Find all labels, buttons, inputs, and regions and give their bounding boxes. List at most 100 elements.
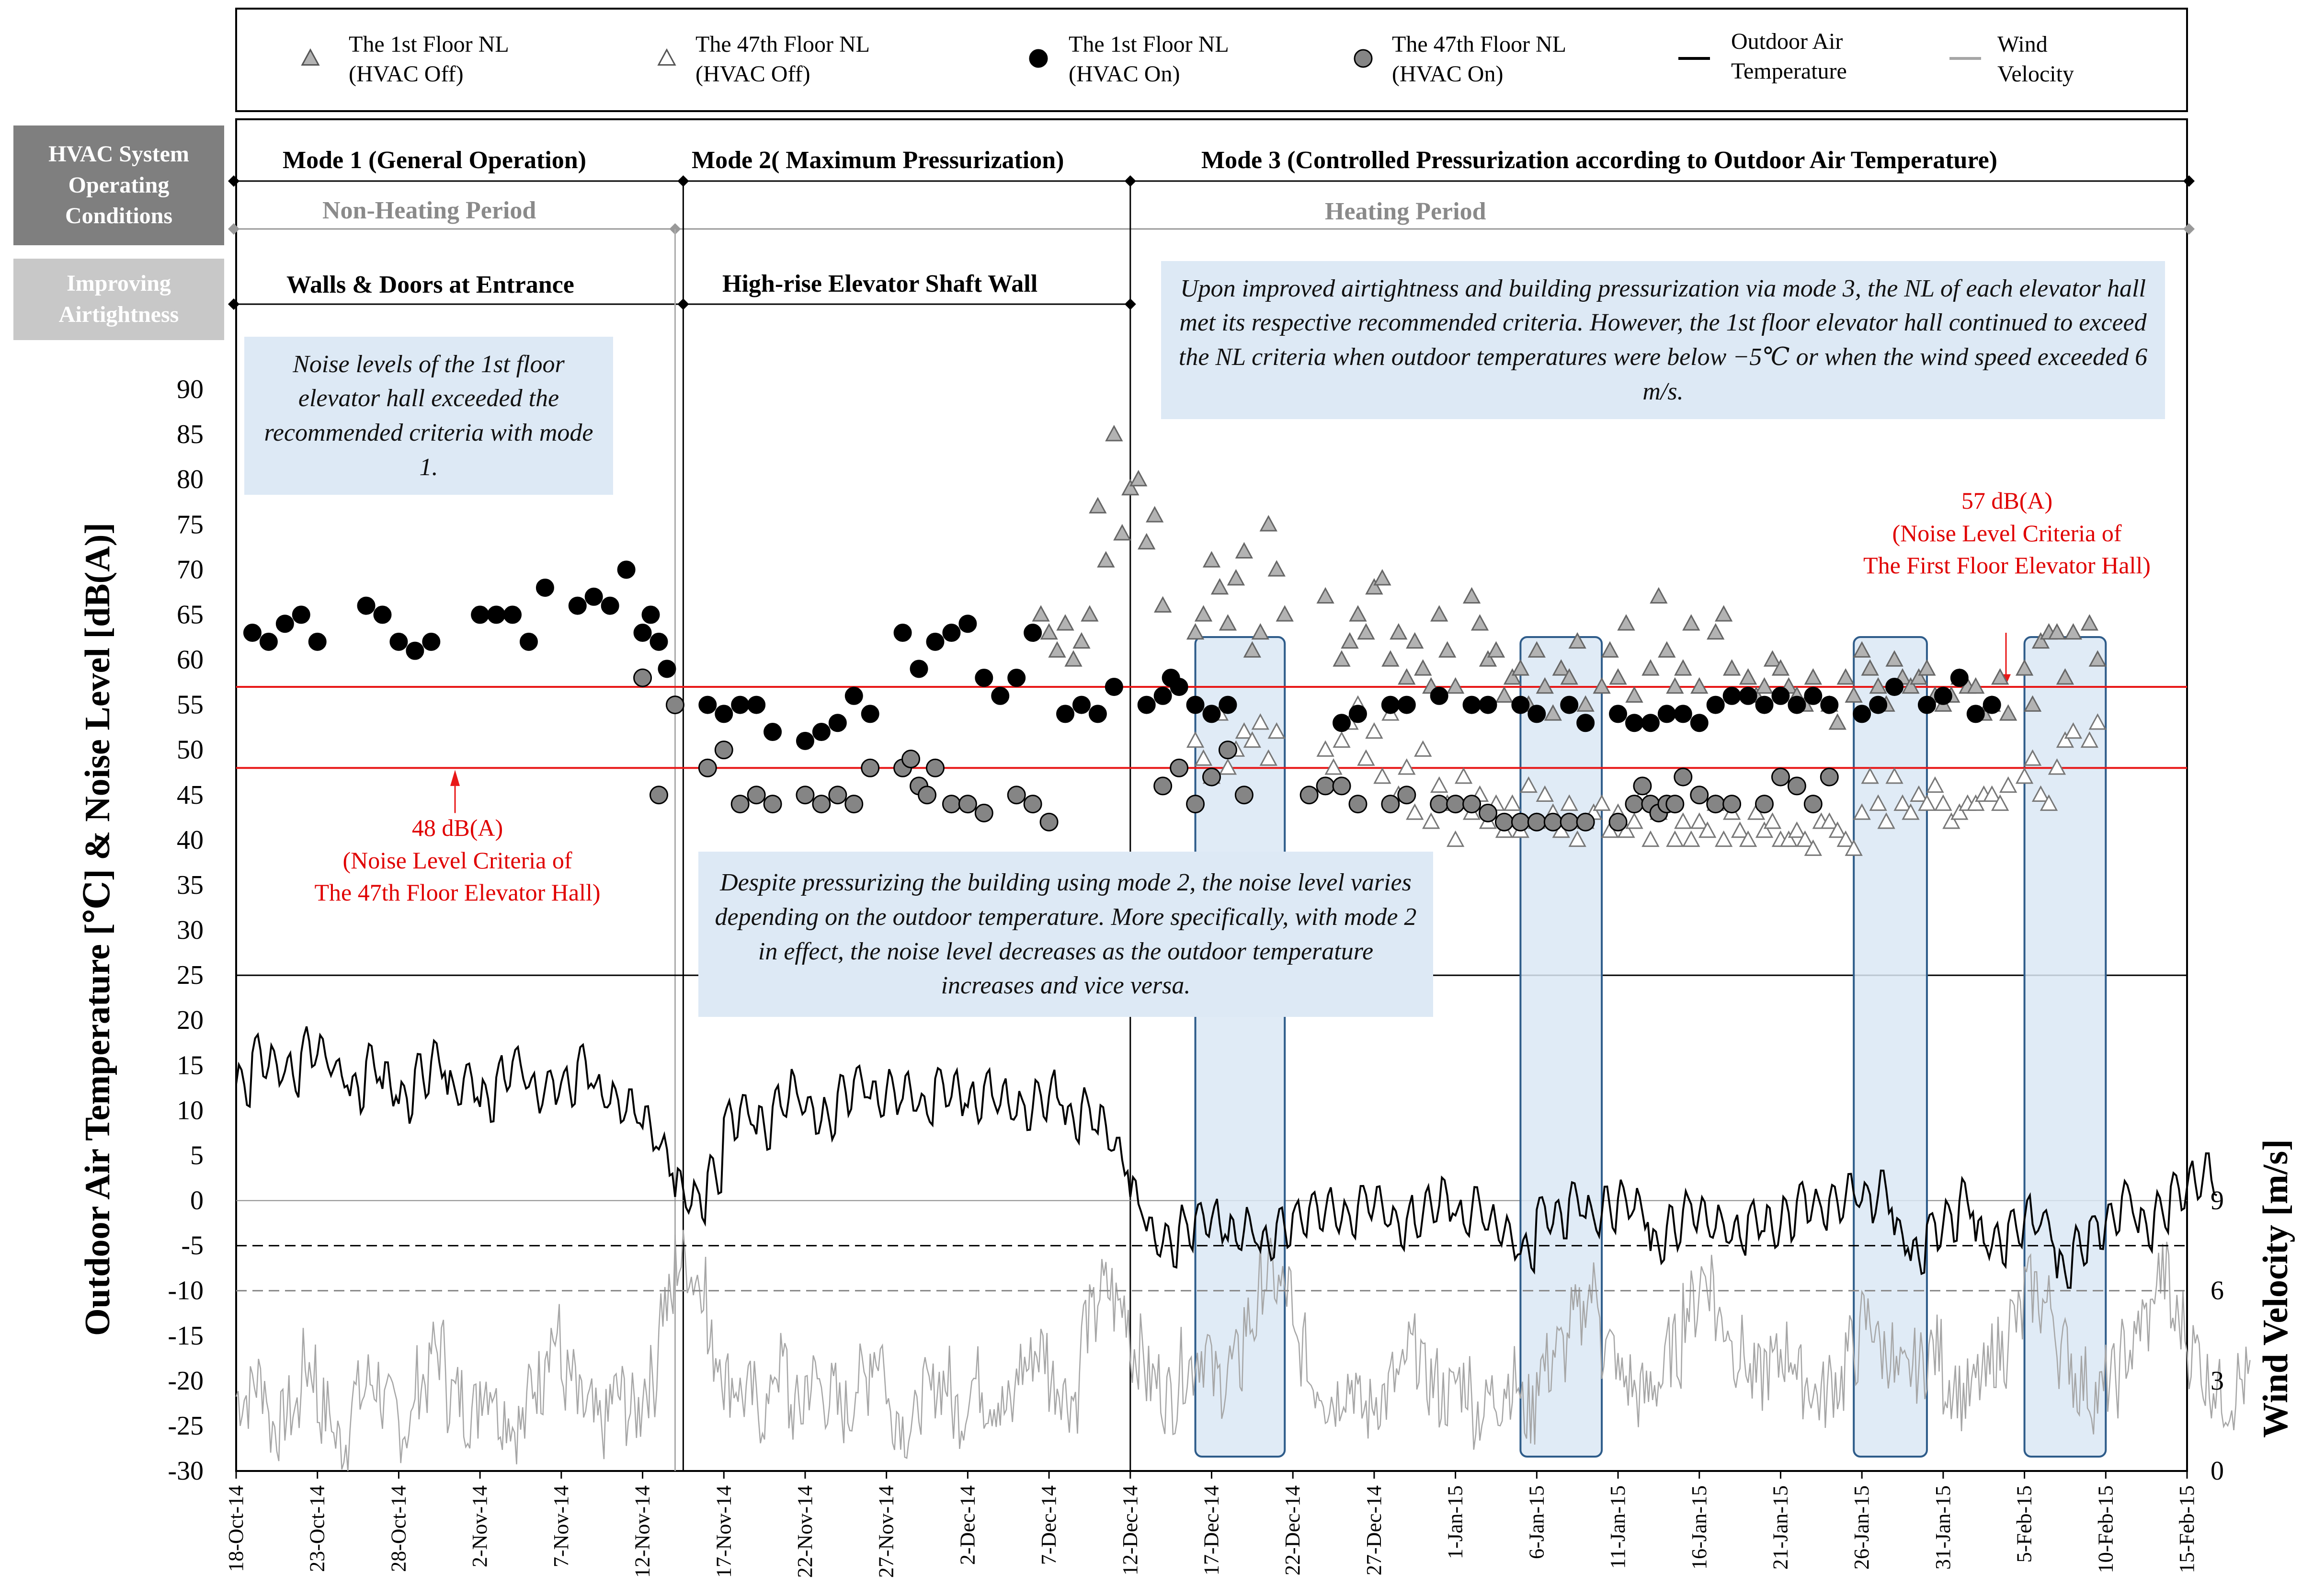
criteria-1f-value: 57 dB(A)	[1961, 487, 2053, 514]
legend-marker-47f-on	[1354, 49, 1373, 68]
marker-1f-hvac-on	[1853, 705, 1871, 723]
marker-47f-hvac-off	[1519, 776, 1538, 793]
marker-1f-hvac-on	[1088, 705, 1107, 723]
mode-diamond	[228, 175, 239, 187]
marker-47f-hvac-on	[1527, 812, 1546, 832]
marker-1f-hvac-on	[698, 695, 717, 714]
marker-1f-hvac-off	[1446, 677, 1465, 694]
marker-47f-hvac-on	[1023, 795, 1042, 814]
marker-47f-hvac-on	[1543, 812, 1562, 832]
marker-1f-hvac-off	[1129, 470, 1148, 487]
x-tick-label: 7-Dec-14	[1037, 1485, 1060, 1565]
marker-1f-hvac-on	[861, 705, 879, 723]
marker-47f-hvac-off	[1674, 812, 1692, 829]
legend-label-wind: Wind Velocity	[1997, 32, 2074, 87]
marker-1f-hvac-off	[1828, 713, 1846, 730]
temperature-series	[235, 1026, 2218, 1289]
marker-1f-hvac-on	[584, 587, 603, 606]
marker-1f-hvac-off	[2080, 614, 2099, 631]
marker-1f-hvac-on	[1056, 705, 1075, 723]
marker-1f-hvac-off	[1219, 614, 1237, 631]
marker-47f-hvac-off	[1991, 794, 2009, 811]
marker-1f-hvac-off	[1885, 650, 1903, 667]
marker-1f-hvac-off	[1861, 659, 1879, 676]
y-left-tick-label: 85	[177, 420, 204, 449]
marker-1f-hvac-on	[1105, 677, 1123, 696]
marker-47f-hvac-on	[1202, 767, 1221, 787]
marker-47f-hvac-on	[665, 695, 684, 715]
y-left-tick-label: 25	[177, 960, 204, 990]
marker-47f-hvac-off	[1259, 749, 1277, 766]
marker-1f-hvac-on	[1917, 695, 1936, 714]
marker-1f-hvac-off	[1625, 686, 1643, 703]
marker-47f-hvac-off	[1267, 722, 1286, 739]
marker-47f-hvac-off	[1682, 830, 1700, 847]
marker-47f-hvac-off	[1357, 749, 1375, 766]
legend-marker-47f-off	[657, 48, 676, 66]
marker-47f-hvac-off	[1934, 794, 1952, 811]
marker-1f-hvac-off	[1707, 623, 1725, 640]
marker-1f-hvac-on	[1479, 695, 1497, 714]
marker-47f-hvac-off	[1983, 785, 2001, 802]
y-left-tick-label: -20	[168, 1366, 204, 1396]
criteria-47f-value: 48 dB(A)	[411, 814, 503, 841]
marker-1f-hvac-off	[1918, 659, 1936, 676]
marker-1f-hvac-on	[357, 596, 376, 615]
marker-1f-hvac-off	[1601, 641, 1619, 658]
marker-47f-hvac-on	[974, 803, 993, 822]
highlight-boxes	[1194, 636, 2107, 1458]
marker-47f-hvac-off	[1406, 803, 1424, 820]
marker-47f-hvac-off	[1950, 803, 1969, 820]
marker-1f-hvac-off	[1365, 578, 1383, 595]
x-tick-label: 27-Nov-14	[875, 1485, 898, 1578]
y-left-tick-label: 80	[177, 465, 204, 494]
marker-47f-hvac-on	[1722, 795, 1742, 814]
airtightness-phase2-label: High-rise Elevator Shaft Wall	[722, 270, 1038, 297]
marker-1f-hvac-off	[1560, 668, 1578, 685]
marker-47f-hvac-off	[2088, 713, 2107, 730]
marker-1f-hvac-off	[1414, 659, 1432, 676]
marker-1f-hvac-on	[893, 624, 912, 642]
marker-47f-hvac-off	[1763, 812, 1782, 829]
marker-47f-hvac-on	[1560, 812, 1579, 832]
marker-1f-hvac-off	[1381, 650, 1400, 667]
marker-1f-hvac-off	[1267, 560, 1286, 577]
wind-velocity-series	[235, 1230, 2251, 1471]
x-tick-label: 12-Nov-14	[631, 1485, 654, 1578]
marker-1f-hvac-on	[536, 578, 554, 597]
marker-1f-hvac-on	[1153, 686, 1172, 705]
marker-47f-hvac-on	[1234, 786, 1254, 805]
marker-1f-hvac-on	[568, 596, 587, 615]
marker-1f-hvac-off	[1910, 668, 1928, 685]
marker-47f-hvac-on	[1007, 786, 1026, 805]
marker-47f-hvac-off	[2048, 758, 2066, 775]
marker-1f-hvac-off	[1081, 605, 1099, 622]
marker-47f-hvac-off	[1194, 749, 1213, 766]
marker-1f-hvac-on	[1186, 695, 1205, 714]
marker-47f-hvac-off	[1942, 812, 1960, 829]
marker-1f-hvac-on	[658, 660, 676, 678]
marker-1f-hvac-off	[1357, 623, 1375, 640]
marker-47f-hvac-off	[2031, 785, 2050, 802]
criteria-1f-line3: The First Floor Elevator Hall)	[1863, 552, 2151, 579]
marker-47f-hvac-on	[747, 786, 766, 805]
y-left-tick-label: 50	[177, 735, 204, 765]
mode2-header: Mode 2( Maximum Pressurization)	[692, 147, 1064, 174]
marker-1f-hvac-on	[1024, 624, 1042, 642]
marker-1f-hvac-on	[1788, 695, 1806, 714]
marker-1f-hvac-on	[1706, 695, 1725, 714]
marker-47f-hvac-off	[1926, 776, 1944, 793]
marker-47f-hvac-off	[1422, 812, 1440, 829]
marker-47f-hvac-on	[1332, 776, 1351, 796]
marker-47f-hvac-off	[1430, 776, 1448, 793]
marker-1f-hvac-off	[1991, 668, 2009, 685]
marker-1f-hvac-on	[1560, 695, 1579, 714]
y-left-tick-label: 75	[177, 510, 204, 539]
marker-1f-hvac-off	[1511, 659, 1530, 676]
marker-47f-hvac-off	[1414, 740, 1432, 757]
marker-1f-hvac-off	[1999, 704, 2017, 721]
marker-1f-hvac-on	[812, 723, 831, 741]
marker-47f-hvac-on	[925, 758, 945, 777]
heating-period-label: Heating Period	[1325, 198, 1486, 225]
marker-1f-hvac-on	[1641, 714, 1660, 732]
